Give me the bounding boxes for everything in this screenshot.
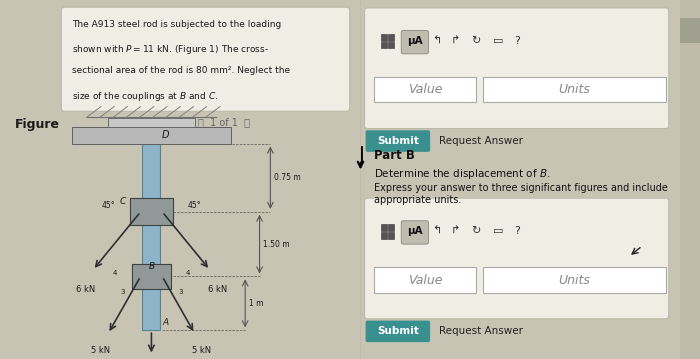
Text: size of the couplings at $B$ and $C$.: size of the couplings at $B$ and $C$.	[72, 90, 218, 103]
Bar	[389, 34, 395, 41]
Bar	[108, 118, 195, 127]
Bar	[680, 0, 700, 359]
FancyBboxPatch shape	[365, 321, 430, 342]
Text: Determine the displacement of $B$.: Determine the displacement of $B$.	[374, 167, 551, 181]
Bar	[381, 34, 387, 41]
Bar	[680, 18, 700, 43]
Text: Part B: Part B	[374, 149, 415, 162]
Text: 4: 4	[186, 270, 190, 276]
Text: shown with $P = 11$ kN. (Figure 1) The cross-: shown with $P = 11$ kN. (Figure 1) The c…	[72, 43, 269, 56]
FancyBboxPatch shape	[365, 198, 668, 319]
Text: μA: μA	[407, 36, 423, 46]
Text: 5 kN: 5 kN	[91, 346, 111, 355]
Text: 45°: 45°	[102, 201, 115, 210]
Text: Review: Review	[613, 14, 648, 24]
Text: 〈  1 of 1  〉: 〈 1 of 1 〉	[198, 117, 251, 127]
FancyBboxPatch shape	[401, 31, 428, 54]
Text: Request Answer: Request Answer	[439, 136, 523, 146]
Bar	[142, 144, 160, 330]
Text: Units: Units	[559, 274, 590, 286]
Text: Request Answer: Request Answer	[439, 326, 523, 336]
Text: 1.50 m: 1.50 m	[263, 239, 290, 249]
Bar	[130, 198, 173, 225]
Text: Value: Value	[408, 83, 442, 96]
Text: A: A	[162, 318, 168, 327]
Bar	[374, 267, 476, 293]
FancyBboxPatch shape	[365, 8, 668, 129]
Bar	[389, 224, 395, 231]
FancyBboxPatch shape	[62, 7, 350, 111]
Text: ?: ?	[514, 226, 519, 236]
Text: 3: 3	[120, 289, 125, 295]
Text: ↻: ↻	[471, 226, 481, 236]
Text: 1 m: 1 m	[248, 299, 263, 308]
Text: The A913 steel rod is subjected to the loading: The A913 steel rod is subjected to the l…	[72, 20, 281, 29]
Text: ↻: ↻	[471, 36, 481, 46]
FancyBboxPatch shape	[401, 221, 428, 244]
Text: Figure: Figure	[15, 118, 60, 131]
Text: D: D	[162, 130, 169, 140]
Bar	[132, 264, 172, 289]
Text: Units: Units	[559, 83, 590, 96]
Text: 6 kN: 6 kN	[208, 285, 227, 294]
Bar	[374, 77, 476, 102]
Text: sectional area of the rod is 80 mm². Neglect the: sectional area of the rod is 80 mm². Neg…	[72, 66, 290, 75]
Text: 0.75 m: 0.75 m	[274, 173, 301, 182]
Text: 4: 4	[113, 270, 118, 276]
Text: Submit: Submit	[377, 326, 419, 336]
Text: μA: μA	[407, 226, 423, 236]
Bar	[483, 267, 666, 293]
Text: 5 kN: 5 kN	[193, 346, 211, 355]
Text: 3: 3	[178, 289, 183, 295]
Text: B: B	[148, 262, 155, 271]
Bar	[72, 127, 231, 144]
Text: ▭: ▭	[493, 226, 503, 236]
Text: 45°: 45°	[188, 201, 202, 210]
Bar	[381, 232, 387, 239]
Text: C: C	[120, 197, 126, 206]
Text: ↱: ↱	[451, 226, 460, 236]
Bar	[381, 224, 387, 231]
Text: ↰: ↰	[432, 226, 442, 236]
Bar	[605, 15, 609, 23]
Bar	[381, 42, 387, 48]
Text: 6 kN: 6 kN	[76, 285, 95, 294]
Text: ↱: ↱	[451, 36, 460, 46]
Text: ▭: ▭	[493, 36, 503, 46]
Text: Express your answer to three significant figures and include appropriate units.: Express your answer to three significant…	[374, 183, 668, 205]
Bar	[389, 232, 395, 239]
FancyBboxPatch shape	[365, 130, 430, 152]
Text: ↰: ↰	[432, 36, 442, 46]
Bar	[483, 77, 666, 102]
Text: ?: ?	[514, 36, 519, 46]
Bar	[389, 42, 395, 48]
Text: Submit: Submit	[377, 136, 419, 146]
Text: Value: Value	[408, 274, 442, 286]
